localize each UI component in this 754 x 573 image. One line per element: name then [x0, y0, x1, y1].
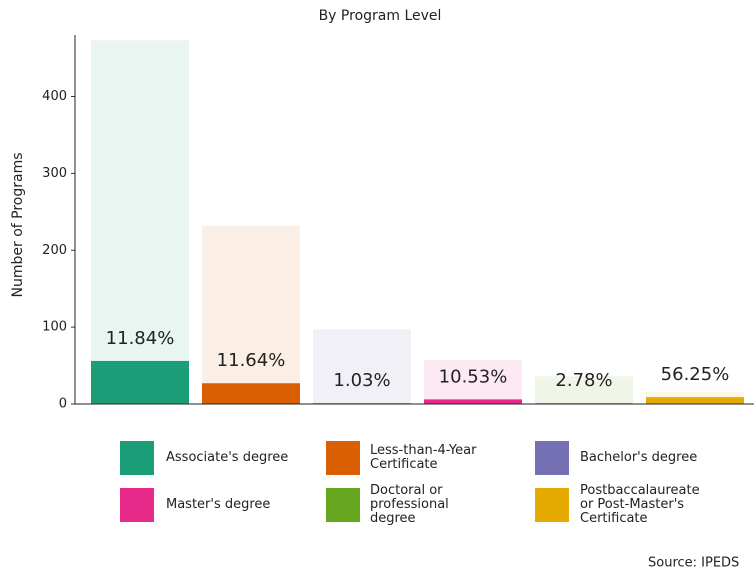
legend-swatch	[326, 441, 360, 475]
legend-swatch	[326, 488, 360, 522]
y-tick-label: 0	[59, 397, 67, 412]
legend-swatch	[535, 441, 569, 475]
share-label: 56.25%	[661, 364, 730, 385]
subset-bar	[202, 383, 300, 404]
legend-swatch	[120, 441, 154, 475]
y-tick-label: 400	[42, 89, 67, 104]
total-bar	[313, 329, 411, 404]
legend-label: Associate's degree	[166, 450, 289, 465]
legend-swatch	[120, 488, 154, 522]
chart-title: By Program Level	[319, 8, 442, 24]
legend-label: Master's degree	[166, 497, 271, 512]
y-axis-label: Number of Programs	[10, 153, 26, 298]
legend-swatch	[535, 488, 569, 522]
legend-label: Postbaccalaureate or Post-Master's Certi…	[580, 483, 700, 526]
total-bar	[91, 40, 189, 404]
share-label: 1.03%	[333, 370, 390, 391]
subset-bar	[646, 397, 744, 404]
share-label: 2.78%	[555, 370, 612, 391]
total-bar	[535, 376, 633, 404]
share-label: 11.64%	[217, 350, 286, 371]
subset-bar	[424, 399, 522, 404]
share-label: 11.84%	[106, 328, 175, 349]
y-tick-label: 200	[42, 243, 67, 258]
y-tick-label: 100	[42, 320, 67, 335]
total-bar	[424, 360, 522, 404]
legend-label: Bachelor's degree	[580, 450, 698, 465]
subset-bar	[91, 360, 189, 404]
share-label: 10.53%	[439, 366, 508, 387]
y-tick-label: 300	[42, 166, 67, 181]
legend-label: Less-than-4-Year Certificate	[370, 443, 477, 472]
legend-label: Doctoral or professional degree	[370, 483, 449, 526]
total-bar	[202, 225, 300, 404]
source: Source: IPEDS	[648, 556, 739, 571]
